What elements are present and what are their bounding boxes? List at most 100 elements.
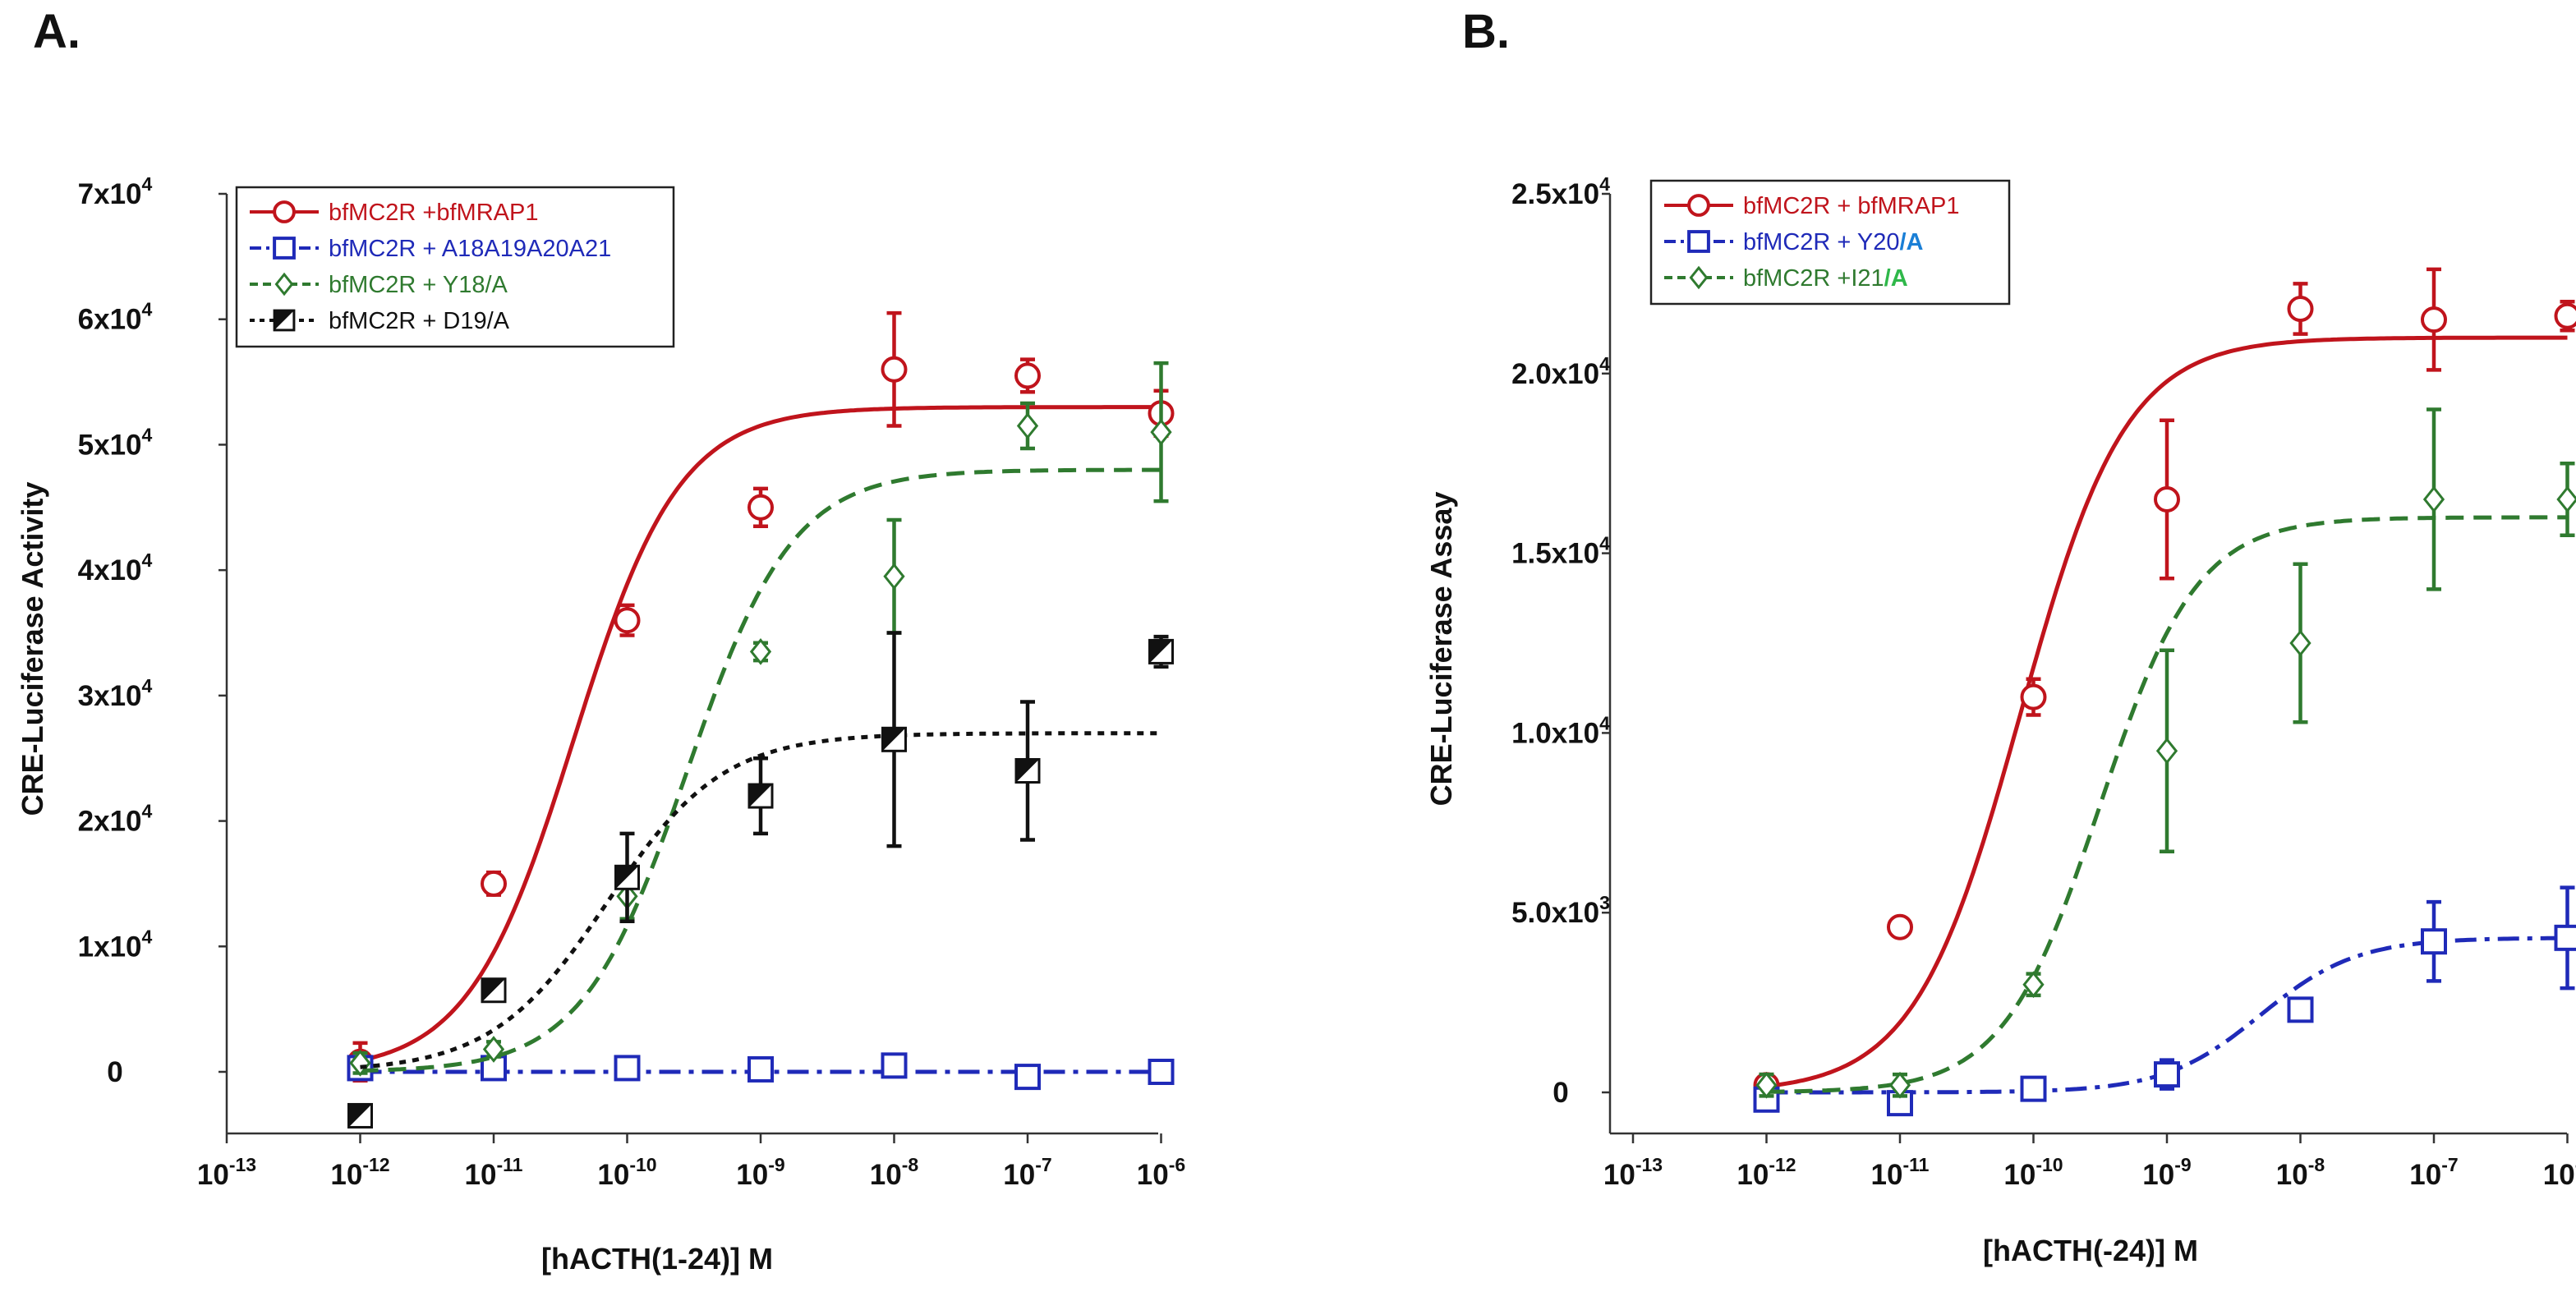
y-axis-label: CRE-Luciferase Activity bbox=[16, 482, 49, 816]
data-point bbox=[1016, 412, 1039, 439]
data-point bbox=[748, 494, 774, 521]
data-point bbox=[2154, 485, 2180, 513]
legend-marker bbox=[273, 237, 296, 260]
data-point bbox=[881, 726, 907, 752]
x-tick-label: 10-6 bbox=[2543, 1154, 2576, 1191]
data-point bbox=[749, 638, 772, 665]
series-0 bbox=[347, 310, 1175, 1083]
x-tick-label: 10-11 bbox=[1871, 1154, 1930, 1191]
data-point bbox=[1014, 1064, 1041, 1091]
x-tick-label: 10-8 bbox=[2276, 1154, 2325, 1191]
legend: bfMC2R +bfMRAP1 bfMC2R + A18A19A20A21 bfMC… bbox=[235, 186, 675, 348]
data-point bbox=[481, 870, 507, 897]
y-tick-label: 2.5x104 bbox=[1511, 173, 1610, 210]
legend-label: bfMC2R + bfMRAP1 bbox=[1743, 193, 1960, 219]
data-point bbox=[1014, 362, 1041, 389]
series-3 bbox=[347, 631, 1174, 1129]
data-point bbox=[1150, 418, 1172, 446]
x-tick-label: 10-9 bbox=[2142, 1154, 2191, 1191]
data-point bbox=[1148, 638, 1174, 664]
fit-curve bbox=[360, 731, 1162, 1069]
legend-marker bbox=[1689, 265, 1709, 290]
y-tick-label: 4x104 bbox=[78, 549, 153, 586]
data-point bbox=[2020, 683, 2047, 710]
legend-label: bfMC2R + A18A19A20A21 bbox=[329, 236, 611, 262]
x-axis-label: [hACTH(1-24)] M bbox=[541, 1242, 773, 1276]
data-point bbox=[881, 356, 908, 383]
series-0 bbox=[1753, 267, 2576, 1099]
x-tick-label: 10-10 bbox=[2003, 1154, 2063, 1191]
data-point bbox=[349, 1049, 371, 1077]
x-tick-label: 10-7 bbox=[1003, 1154, 1051, 1191]
x-tick-label: 10-7 bbox=[2409, 1154, 2458, 1191]
legend-marker bbox=[1687, 194, 1710, 217]
chart-panel-a: A. 10-13 10-12 10-11 10-10 10-9 10-8 10-7 10-6 0 1… bbox=[16, 5, 1185, 1276]
panel-label: B. bbox=[1462, 5, 1510, 58]
x-tick-label: 10-6 bbox=[1137, 1154, 1185, 1191]
x-axis-label: [hACTH(-24)] M bbox=[1983, 1234, 2198, 1267]
x-tick-label: 10-11 bbox=[465, 1154, 523, 1191]
legend-label: bfMC2R + Y18/A bbox=[329, 272, 508, 298]
x-tick-label: 10-13 bbox=[1603, 1154, 1663, 1191]
data-point bbox=[2287, 996, 2314, 1023]
y-tick-label: 1x104 bbox=[78, 926, 153, 963]
data-point bbox=[1887, 913, 1913, 940]
y-tick-label: 0 bbox=[107, 1056, 122, 1088]
marker-fill bbox=[882, 728, 906, 752]
marker-fill bbox=[482, 978, 505, 1002]
y-tick-label: 1.5x104 bbox=[1511, 533, 1610, 570]
x-tick-label: 10-12 bbox=[1736, 1154, 1796, 1191]
data-point bbox=[2554, 924, 2576, 951]
legend-marker bbox=[273, 309, 296, 332]
data-point bbox=[481, 977, 507, 1004]
data-point bbox=[347, 1102, 373, 1129]
data-point bbox=[2554, 302, 2576, 329]
data-point bbox=[614, 864, 640, 890]
series-2 bbox=[1755, 407, 2576, 1099]
y-tick-label: 0 bbox=[1552, 1077, 1568, 1109]
data-point bbox=[2422, 485, 2445, 513]
y-axis-label: CRE-Luciferase Assay bbox=[1424, 492, 1458, 807]
y-tick-label: 7x104 bbox=[78, 173, 153, 210]
series-1 bbox=[1753, 885, 2576, 1117]
data-point bbox=[614, 607, 641, 634]
data-point bbox=[2020, 1075, 2047, 1102]
x-tick-label: 10-10 bbox=[597, 1154, 656, 1191]
data-point bbox=[748, 783, 774, 809]
legend-marker bbox=[273, 200, 296, 223]
data-point bbox=[881, 1052, 908, 1079]
marker-fill bbox=[615, 866, 639, 890]
data-point bbox=[2155, 737, 2178, 765]
y-tick-label: 5x104 bbox=[78, 424, 153, 461]
data-point bbox=[2289, 629, 2312, 657]
series-2 bbox=[349, 361, 1172, 1077]
data-point bbox=[1148, 1059, 1175, 1085]
y-tick-label: 2.0x104 bbox=[1511, 353, 1610, 390]
data-point bbox=[2154, 1061, 2180, 1088]
data-point bbox=[1014, 757, 1041, 784]
x-tick-label: 10-13 bbox=[197, 1154, 256, 1191]
x-tick-label: 10-12 bbox=[330, 1154, 389, 1191]
legend-marker bbox=[1687, 230, 1710, 253]
legend: bfMC2R + bfMRAP1 bfMC2R + Y20/A bfMC2R +I2… bbox=[1649, 179, 2011, 306]
marker-fill bbox=[274, 310, 294, 330]
marker-fill bbox=[348, 1104, 372, 1128]
marker-fill bbox=[1016, 759, 1039, 783]
x-tick-label: 10-8 bbox=[870, 1154, 919, 1191]
data-point bbox=[614, 1055, 641, 1082]
data-point bbox=[883, 563, 905, 591]
panel-label: A. bbox=[33, 5, 80, 58]
y-tick-label: 3x104 bbox=[78, 675, 153, 712]
data-point bbox=[2287, 296, 2314, 323]
y-tick-label: 1.0x104 bbox=[1511, 712, 1610, 749]
data-point bbox=[2022, 971, 2045, 999]
data-point bbox=[2421, 928, 2447, 955]
legend-box bbox=[1649, 179, 2011, 306]
data-point bbox=[2421, 306, 2447, 333]
data-point bbox=[1888, 1071, 1911, 1099]
legend-marker bbox=[274, 272, 294, 297]
marker-fill bbox=[749, 784, 772, 808]
data-point bbox=[748, 1055, 774, 1083]
data-point bbox=[482, 1036, 505, 1063]
